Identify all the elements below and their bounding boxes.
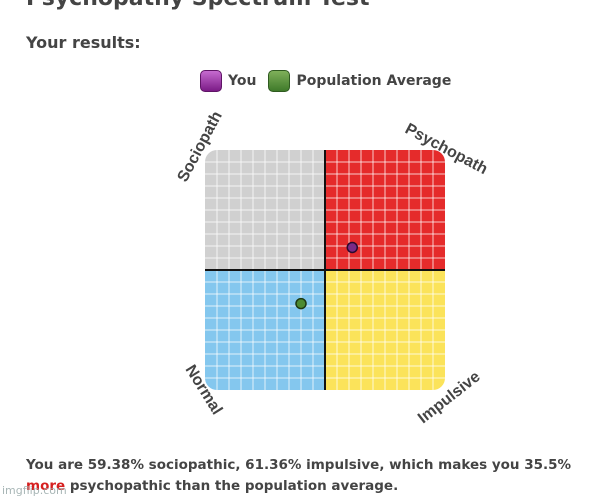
page-title: Psychopathy Spectrum Test	[26, 0, 370, 11]
population-swatch	[268, 70, 291, 92]
results-heading: Your results:	[26, 33, 141, 52]
you-swatch	[200, 70, 222, 92]
legend-item-population: Population Average	[268, 70, 451, 92]
spectrum-chart: Sociopath Psychopath Normal Impulsive	[175, 109, 491, 428]
legend: You Population Average	[200, 68, 463, 94]
result-summary: You are 59.38% sociopathic, 61.36% impul…	[26, 455, 586, 497]
legend-item-you: You	[200, 70, 256, 92]
summary-text-2: psychopathic than the population average…	[65, 478, 399, 494]
watermark: imgflip.com	[2, 484, 67, 497]
summary-highlight: more	[26, 478, 66, 494]
legend-population-label: Population Average	[296, 73, 452, 89]
legend-you-label: You	[228, 73, 257, 89]
you-dot	[346, 241, 359, 254]
population-average-dot	[295, 297, 307, 310]
summary-text-1: You are 59.38% sociopathic, 61.36% impul…	[26, 457, 572, 473]
